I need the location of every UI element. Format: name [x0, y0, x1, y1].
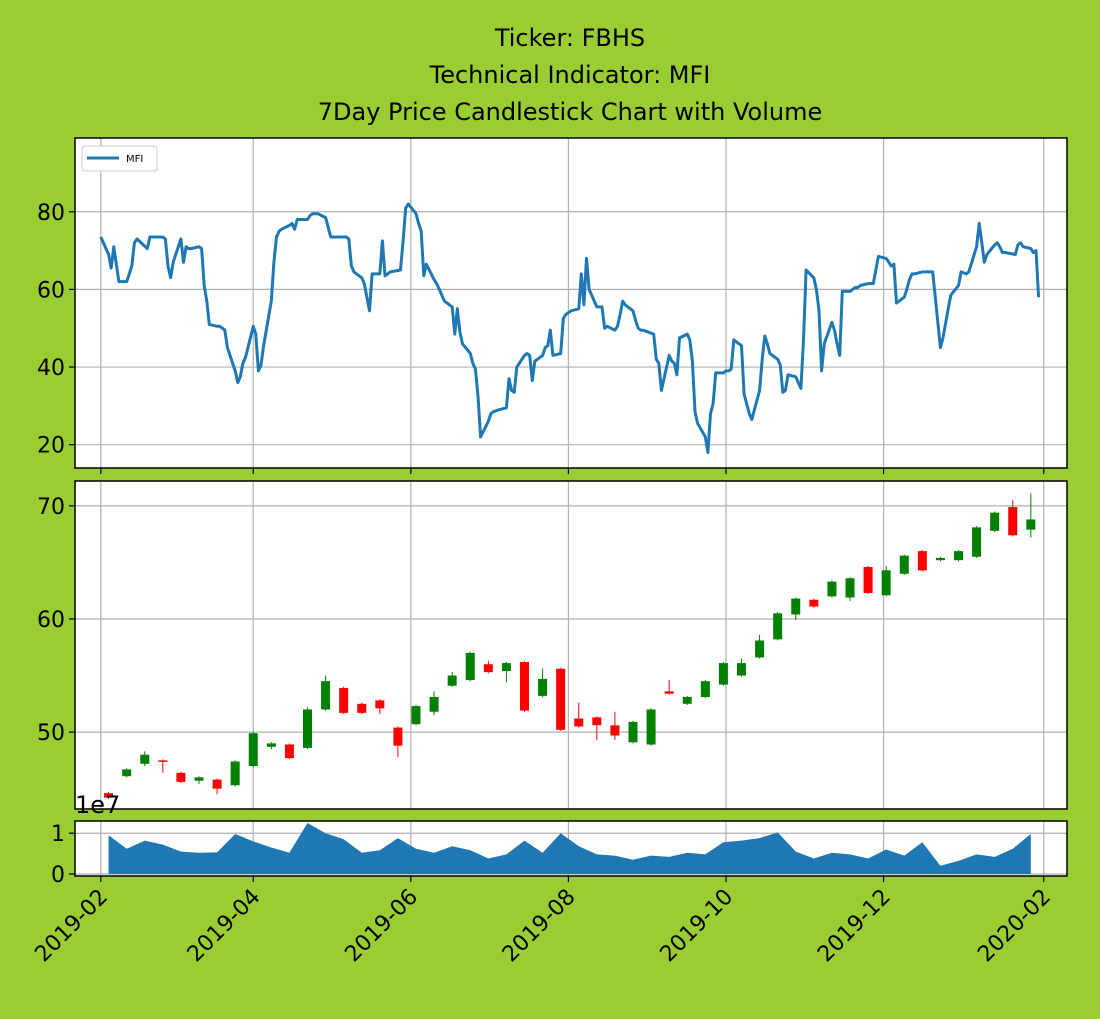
candle-body [917, 551, 927, 571]
candle-body [411, 706, 421, 725]
volume-multiplier-label: 1e7 [75, 791, 120, 819]
candle-body [954, 551, 963, 561]
candle-body [592, 717, 602, 726]
volume-area [108, 823, 1031, 874]
mfi-grid [75, 138, 1067, 468]
mfi-series-line [99, 202, 1041, 454]
candle-body [538, 678, 548, 696]
price-y-axis: 50 60 70 [37, 495, 75, 746]
candle-body [827, 581, 837, 597]
y-tick-label: 80 [37, 201, 65, 226]
candle-body [303, 709, 312, 748]
candle-body [700, 681, 710, 698]
candle-body [447, 675, 457, 686]
candle-body [972, 527, 982, 557]
y-tick-label: 0 [51, 863, 65, 888]
candle-body [718, 663, 728, 685]
candle-body [393, 727, 403, 746]
candle-body [465, 652, 475, 681]
y-tick-label: 1 [51, 822, 65, 847]
candle-body [104, 793, 114, 798]
candle-body [610, 725, 620, 736]
candle-body [737, 663, 746, 676]
candle-body [321, 681, 331, 710]
candlestick-series [104, 493, 1036, 799]
candle-body [212, 779, 222, 789]
mfi-plot-area [75, 138, 1067, 468]
candle-body [501, 663, 511, 672]
candle-body [1008, 507, 1018, 536]
y-tick-label: 60 [37, 278, 65, 303]
candle-body [339, 687, 349, 713]
candle-body [863, 566, 873, 593]
candle-body [556, 668, 566, 730]
candle-body [809, 599, 819, 607]
price-frame [74, 480, 1068, 810]
candle-body [682, 697, 692, 704]
candle-body [574, 718, 584, 727]
candle-body [628, 721, 638, 743]
candle-body [122, 769, 132, 777]
price-panel: 50 60 70 [37, 480, 1068, 810]
candle-body [773, 613, 783, 640]
volume-y-axis: 01 [51, 822, 75, 888]
mfi-x-ticks [100, 468, 1045, 474]
y-tick-label: 60 [37, 608, 65, 633]
y-tick-label: 20 [37, 434, 65, 459]
mfi-panel: 20 40 60 80 MFI [37, 137, 1068, 474]
y-tick-label: 40 [37, 356, 65, 381]
y-tick-label: 70 [37, 495, 65, 520]
legend-label-mfi: MFI [126, 154, 143, 165]
volume-frame [74, 820, 1068, 877]
candle-body [158, 760, 168, 762]
candle-body [646, 709, 656, 745]
candle-body [935, 557, 945, 561]
price-plot-area [75, 481, 1067, 809]
candle-body [845, 578, 855, 598]
mfi-legend: MFI [81, 145, 158, 172]
legend-box [81, 145, 158, 172]
candle-body [357, 703, 367, 713]
candle-body [429, 697, 439, 712]
candle-body [990, 512, 1000, 531]
candle-body [248, 733, 258, 767]
candle-body [881, 570, 891, 596]
candle-body [140, 754, 150, 764]
y-tick-label: 50 [37, 721, 65, 746]
candle-body [664, 691, 674, 694]
candle-body [755, 640, 765, 658]
candle-body [266, 743, 276, 747]
chart-title-ticker: Ticker: FBHS [494, 24, 645, 52]
candle-body [1026, 519, 1036, 530]
chart-title-indicator: Technical Indicator: MFI [429, 61, 711, 89]
candle-body [520, 661, 529, 711]
candle-body [483, 664, 493, 673]
candle-body [791, 598, 801, 615]
candle-body [230, 761, 240, 786]
mfi-frame [74, 137, 1068, 469]
candle-body [899, 555, 909, 574]
candle-body [375, 700, 385, 709]
chart-title-description: 7Day Price Candlestick Chart with Volume [318, 98, 823, 126]
mfi-y-axis: 20 40 60 80 [37, 201, 75, 459]
candle-body [284, 744, 294, 759]
candle-body [176, 772, 186, 782]
candle-body [194, 777, 204, 781]
